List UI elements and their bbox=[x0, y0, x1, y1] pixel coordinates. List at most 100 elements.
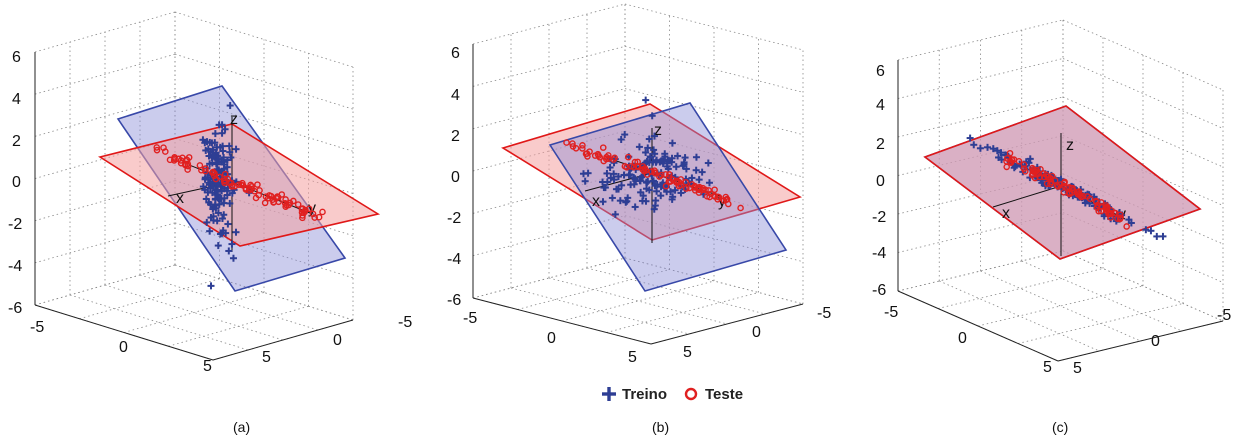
train-point bbox=[601, 183, 609, 191]
test-point bbox=[221, 170, 229, 178]
train-point bbox=[993, 147, 1001, 155]
panel-a-z-tick: 6 bbox=[12, 49, 21, 66]
test-point bbox=[634, 158, 641, 166]
panel-c-y-tick: 0 bbox=[1151, 333, 1160, 350]
train-point bbox=[635, 143, 643, 151]
grid-line bbox=[624, 172, 804, 220]
grid-line bbox=[34, 180, 176, 222]
test-point bbox=[261, 199, 269, 207]
grid-line bbox=[897, 58, 1064, 99]
panel-b-planes: x yz bbox=[501, 102, 802, 292]
train-point bbox=[642, 148, 650, 156]
train-point bbox=[205, 179, 213, 187]
panel-a-y-tick: -5 bbox=[398, 314, 412, 331]
panel-b-points bbox=[563, 96, 744, 218]
test-point bbox=[582, 150, 590, 158]
panel-b-x-tick: -5 bbox=[463, 310, 477, 327]
train-point bbox=[225, 247, 233, 255]
panel-b-ticks: 6 4 2 0 -2 -4 -6 -5 0 5 -5 0 5 bbox=[447, 45, 831, 366]
test-point bbox=[294, 201, 302, 208]
panel-c-z-tick: -4 bbox=[872, 245, 886, 262]
train-point bbox=[652, 197, 660, 205]
panel-a-points bbox=[153, 102, 326, 290]
test-point bbox=[673, 177, 681, 185]
train-point bbox=[618, 181, 626, 189]
train-point bbox=[611, 210, 619, 218]
train-point bbox=[218, 129, 226, 137]
test-point bbox=[662, 182, 670, 190]
panel-a-ticks: 6 4 2 0 -2 -4 -6 -5 0 5 -5 0 5 bbox=[8, 49, 412, 375]
train-point bbox=[970, 141, 978, 149]
train-point bbox=[220, 211, 228, 219]
grid-line bbox=[472, 88, 626, 130]
test-point bbox=[247, 181, 254, 189]
panel-b-y-tick: 5 bbox=[683, 344, 692, 361]
test-point bbox=[1095, 207, 1103, 215]
test-point bbox=[1021, 168, 1029, 175]
panel-b-z-tick: 2 bbox=[451, 128, 460, 145]
grid-line bbox=[586, 267, 766, 315]
panel-b-z-tick: -6 bbox=[447, 292, 461, 309]
y-axis-line bbox=[1057, 320, 1224, 362]
panel-a-z-tick: -6 bbox=[8, 300, 22, 317]
test-point bbox=[319, 208, 326, 216]
panel-a-planes: xyz bbox=[97, 85, 381, 292]
panel-a-x-tick: 5 bbox=[203, 358, 212, 375]
train-point bbox=[612, 185, 620, 193]
test-point bbox=[1077, 193, 1085, 201]
grid-line bbox=[897, 135, 1064, 176]
panel-c-caption: (c) bbox=[1052, 419, 1068, 435]
train-point bbox=[199, 183, 207, 191]
train-point bbox=[651, 150, 659, 158]
panel-c-z-tick: 6 bbox=[876, 63, 885, 80]
test-point bbox=[641, 165, 649, 172]
train-point bbox=[614, 173, 622, 181]
test-point bbox=[569, 143, 577, 150]
grid-line bbox=[472, 45, 626, 87]
legend: Treino Teste bbox=[602, 386, 743, 403]
train-point bbox=[220, 153, 228, 161]
panel-b-x-tick: 5 bbox=[628, 349, 637, 366]
test-point bbox=[202, 167, 209, 175]
test-point bbox=[1006, 149, 1014, 157]
train-point bbox=[650, 132, 658, 140]
train-point bbox=[202, 195, 210, 203]
train-point bbox=[226, 102, 234, 110]
train-point bbox=[989, 145, 997, 153]
train-point bbox=[976, 144, 984, 152]
train-point bbox=[984, 143, 992, 151]
train-point bbox=[637, 173, 645, 181]
train-point bbox=[232, 228, 240, 236]
panel-c-z-tick: -6 bbox=[872, 282, 886, 299]
train-point bbox=[608, 194, 616, 202]
train-point bbox=[642, 197, 650, 205]
test-point bbox=[161, 148, 169, 155]
grid-line bbox=[624, 3, 804, 51]
legend-test-marker bbox=[684, 387, 698, 401]
train-point bbox=[705, 179, 713, 187]
panel-a-x-tick: -5 bbox=[30, 319, 44, 336]
grid-line bbox=[624, 130, 804, 178]
panel-c-ticks: 6 4 2 0 -2 -4 -6 -5 0 5 -5 0 5 bbox=[872, 63, 1231, 377]
test-point bbox=[702, 186, 709, 194]
grid-line bbox=[548, 277, 728, 325]
x-axis-line bbox=[472, 297, 652, 345]
panel-b-z-tick: 0 bbox=[451, 169, 460, 186]
train-point bbox=[648, 112, 656, 120]
train-point bbox=[211, 130, 219, 138]
panel-c-x-tick: -5 bbox=[884, 304, 898, 321]
panel-b: x yz 6 4 2 0 -2 -4 -6 -5 0 5 -5 0 5 (b) bbox=[447, 3, 831, 435]
train-point bbox=[221, 125, 229, 133]
train-point bbox=[226, 148, 234, 156]
test-point bbox=[228, 183, 236, 190]
train-point bbox=[642, 178, 650, 186]
grid-line bbox=[897, 96, 1064, 138]
train-point bbox=[626, 170, 634, 178]
train-point bbox=[226, 199, 234, 207]
train-point bbox=[224, 220, 232, 228]
train-point bbox=[215, 156, 223, 164]
train-point bbox=[214, 242, 222, 250]
test-point bbox=[714, 195, 721, 203]
train-point bbox=[229, 254, 237, 262]
panel-b-y-tick: -5 bbox=[817, 305, 831, 322]
